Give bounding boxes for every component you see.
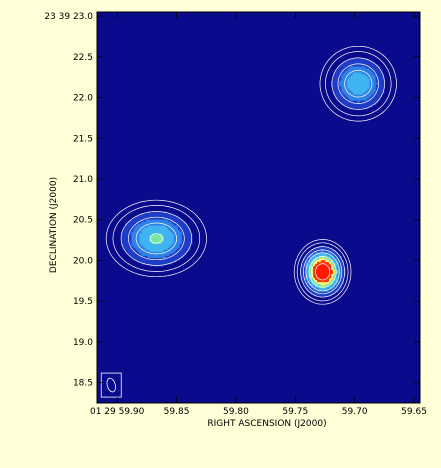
y-tick-label: 20.5 [73,216,93,226]
x-tick-label: 59.85 [164,407,190,417]
contour-level-6 [311,259,334,285]
beam-box [100,372,122,398]
contour-level-7 [315,263,331,281]
y-tick-label: 22.5 [73,53,93,63]
radio-map-image [96,11,421,404]
axis-ticks [97,12,420,403]
contour-level-3 [128,63,379,295]
plot-frame [96,11,421,404]
beam-ellipse [106,377,116,393]
x-tick-label: 59.65 [401,407,427,417]
contour-level-1 [112,51,392,302]
x-tick-label: 01 29 59.90 [90,407,145,417]
axis-tick-labels: 01 29 59.90 59.85 59.80 59.75 59.70 59.65 23 3… [44,12,427,417]
y-tick-label: 22.0 [73,94,93,104]
x-tick-label: 59.75 [282,407,308,417]
y-tick-label: 18.5 [73,379,93,389]
y-tick-label: 19.0 [73,338,93,348]
y-axis-label: DECLINATION (J2000) [49,177,59,273]
y-tick-label: 21.5 [73,134,93,144]
y-tick-label: 23 39 23.0 [44,12,93,22]
contour-level-4 [135,69,373,292]
y-tick-label: 21.0 [73,175,93,185]
contour-level-5 [149,233,337,288]
contour-layer [105,45,397,305]
x-tick-label: 59.80 [223,407,249,417]
x-tick-label: 59.70 [342,407,368,417]
x-axis-label: RIGHT ASCENSION (J2000) [207,419,326,429]
y-tick-label: 19.5 [73,297,93,307]
emission-layer [121,58,385,297]
contour-level-0 [105,45,397,305]
y-tick-label: 20.0 [73,256,93,266]
contour-level-2 [120,57,385,298]
